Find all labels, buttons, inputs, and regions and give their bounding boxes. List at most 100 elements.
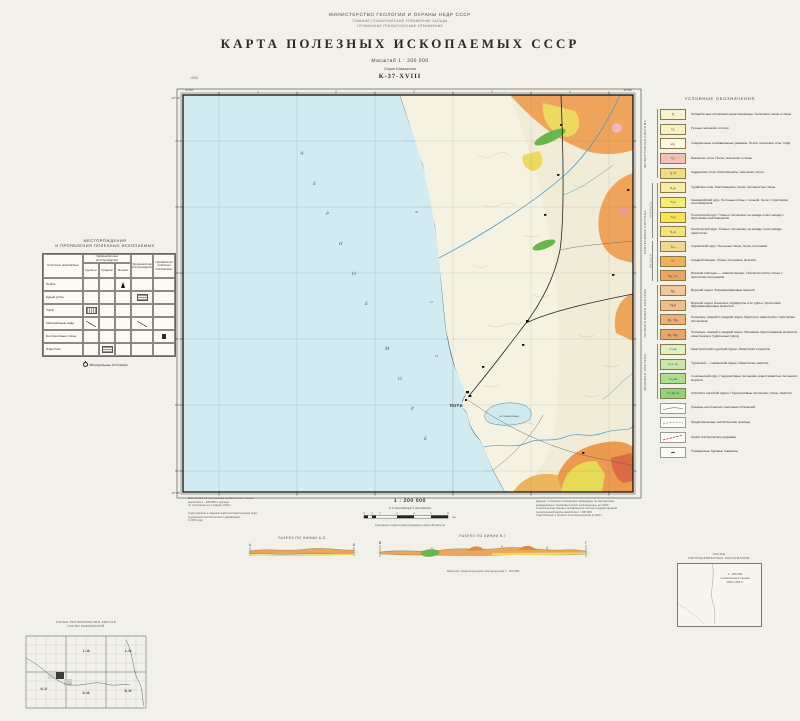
legend-item: Pg₃–N₁ Верхний олигоцен — нижний миоцен.…: [660, 269, 798, 284]
bracket-paleogene: [656, 285, 657, 341]
svg-text:К-38: К-38: [83, 691, 90, 695]
legend-code: Pg₃–N₁: [668, 273, 678, 278]
legend-title: УСЛОВНЫЕ ОБОЗНАЧЕНИЯ: [684, 96, 756, 101]
boundary-line-symbol: [660, 402, 686, 414]
legend-line-item: Линии тектонических разрывов: [660, 430, 798, 445]
legend-code: Q–N: [669, 171, 677, 176]
index-title-1: СХЕМА РАСПОЛОЖЕНИЯ ЛИСТОВ: [55, 620, 117, 624]
legend-code: N₁s: [670, 244, 676, 249]
bracket-pliocene: [651, 182, 652, 238]
sea-name-letters: Ч Е Р Н О Е М О Р Е: [300, 151, 427, 442]
index-map-drawing: L-38 L-39 К-37 К-38 К-39: [25, 635, 147, 709]
svg-text:1: 1: [257, 90, 259, 94]
svg-text:60: 60: [175, 403, 179, 407]
legend-item: Cr₁ap–al Аптский и альбский ярусы. Глаук…: [660, 386, 798, 401]
legend-code: Cr₂cm: [668, 376, 678, 381]
legend-item: Cr₂t–cp Туронский — кампанский ярусы. Из…: [660, 357, 798, 372]
svg-text:L-39: L-39: [125, 649, 132, 653]
legend-code: Pg₁+Pg₂: [667, 317, 679, 322]
legend-label: Границы несогласного залегания отложений: [691, 405, 756, 410]
oil-derrick-symbol: [121, 281, 125, 288]
cross-section-vg: РАЗРЕЗ ПО ЛИНИИ В-Г В Г Масштаб горизонт…: [372, 534, 594, 573]
geology-yellow-se: [561, 461, 605, 492]
lake-paliastomi: [484, 402, 532, 426]
credit-line: Грузинского геологического управления: [188, 514, 240, 519]
svg-text:3: 3: [413, 90, 415, 94]
credit-line: по состоянию на 1 января 1958 г.: [188, 503, 232, 508]
contour-texture: [472, 152, 620, 428]
col-header-medium: Средние: [99, 263, 115, 278]
credit-line: Составлено по материалам геологических с…: [188, 496, 254, 500]
outer-neatline: [176, 88, 642, 499]
legend-label: Верхний эоцен. Фораминиферовые мергели: [691, 287, 756, 292]
inner-neatline: [182, 94, 634, 493]
legend-swatch: N₂gr: [660, 182, 686, 194]
legend-label: Четвертичные отложения нерасчленённые. Г…: [691, 111, 792, 116]
geology-red-se: [611, 453, 633, 483]
legend-swatch: N₂k: [660, 196, 686, 208]
legend-code: N₂m: [670, 229, 676, 234]
materials-divider: [677, 563, 716, 625]
legend-label: Аптский и альбский ярусы. Глауконитовые …: [691, 390, 792, 395]
legend-swatch: N₂m: [660, 226, 686, 238]
legend-item: N₂k Киммерийский ярус. Песчаные глины с …: [660, 195, 798, 210]
legend-label: Линии тектонических разрывов: [691, 434, 736, 439]
legend-item: Q Четвертичные отложения нерасчленённые.…: [660, 107, 798, 122]
svg-text:41°00': 41°00': [185, 88, 194, 92]
legend-swatch: Pg₁+Pg₂: [660, 329, 686, 341]
frame-ticks: [179, 91, 637, 496]
svg-text:L-38: L-38: [83, 649, 90, 653]
legend-swatch: Pg₂β: [660, 299, 686, 311]
materials-line: Геологическая съемка: [720, 576, 750, 580]
top-tick-numbers: 1 2 3 4 5: [257, 90, 571, 94]
depth-numbers: 36 57 23: [415, 211, 438, 358]
department-line: ГЛАВНОЕ ГЕОЛОГИЧЕСКОЕ УПРАВЛЕНИЕ ЗАПАДА: [352, 18, 448, 23]
coal-symbol: [136, 294, 148, 301]
svg-text:8: 8: [447, 512, 449, 515]
col-header-nonindustrial: Непромышленные месторождения: [131, 254, 153, 278]
section-scale-note: Масштаб горизонтальный и вертикальный 1 …: [446, 569, 520, 573]
legend-swatch: Q: [660, 108, 686, 120]
materials-scheme: СХЕМА ИСПОЛЬЗОВАННЫХ МАТЕРИАЛОВ 1 : 200 …: [672, 552, 766, 627]
legend-code: Pg₂β: [669, 303, 677, 308]
credit-line: в 1959 году: [188, 518, 203, 523]
legend-swatch: Q₁: [660, 152, 686, 164]
geology-pink2: [619, 207, 629, 217]
row-coal: Бурый уголь: [43, 291, 83, 304]
legend: УСЛОВНЫЕ ОБОЗНАЧЕНИЯ ЧЕТВЕРТИЧНАЯ СИСТЕМ…: [638, 92, 798, 472]
section-vg-drawing: В Г: [376, 541, 590, 557]
legend-code: Q: [671, 112, 675, 117]
row-peat: Торф: [43, 304, 83, 317]
svg-text:68: 68: [175, 271, 179, 275]
geology-green-lens2: [532, 239, 556, 251]
bracket-neogene: [656, 182, 657, 282]
legend-label: Верхний эоцен. Базальты, порфириты и их …: [691, 300, 781, 309]
svg-text:6: 6: [430, 512, 432, 515]
geology-orange-east1: [598, 173, 633, 263]
materials-title-1: СХЕМА: [712, 552, 726, 556]
subsystem-pliocene: ПЛИОЦЕН: [649, 201, 653, 219]
svg-text:Р: Р: [410, 406, 414, 412]
svg-text:О: О: [398, 376, 402, 382]
materials-box: 1 : 200 000 Геологическая съемка 1950–19…: [677, 563, 762, 627]
ministry-line: МИНИСТЕРСТВО ГЕОЛОГИИ И ОХРАНЫ НЕДР СССР: [329, 12, 471, 17]
legend-item: N₁s Сарматский ярус. Песчаные глины, пес…: [660, 239, 798, 254]
col-header-occurrences: Проявления полезных ископаемых: [153, 254, 175, 278]
svg-text:К-37: К-37: [41, 687, 48, 691]
svg-text:72: 72: [175, 205, 179, 209]
legend-swatch: Cr₂m: [660, 343, 686, 355]
legend-code: Cr₂t–cp: [668, 362, 678, 367]
credit-line: Подготовлено к изданию картосоставительс…: [188, 511, 258, 515]
lake-label: оз. Палеостоми: [499, 415, 519, 418]
legend-label: Чаудинские слои. Конгломераты, галечники…: [691, 170, 764, 175]
map-scale-label: Масштаб 1 : 200 000: [371, 58, 429, 64]
bracket-quaternary: [656, 109, 657, 178]
alluvial-plain: [400, 95, 559, 492]
legend-code: Q₁: [671, 156, 675, 161]
row-limestone: Известняк: [43, 343, 83, 356]
col-header-mineral: Полезные ископаемые: [43, 254, 83, 278]
svg-text:км: км: [453, 516, 456, 519]
svg-text:Е: Е: [312, 181, 316, 187]
deposits-panel: МЕСТОРОЖДЕНИЯ И ПРОЯВЛЕНИЯ ПОЛЕЗНЫХ ИСКО…: [30, 238, 180, 367]
legend-code: aQ₂: [670, 141, 676, 146]
